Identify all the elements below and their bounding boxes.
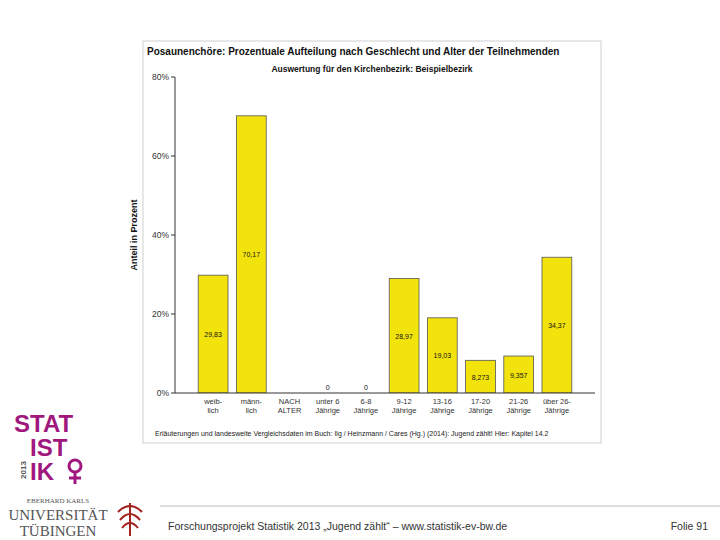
y-tick-label: 20% xyxy=(152,309,169,319)
y-axis xyxy=(175,77,176,393)
x-tick-label: NACHALTER xyxy=(278,397,302,415)
data-label: 29,83 xyxy=(204,331,222,338)
x-tick-label: männ-lich xyxy=(241,397,263,415)
bar xyxy=(466,360,496,393)
x-tick-label-line: Jährige xyxy=(354,406,379,415)
data-label: 9,357 xyxy=(510,372,528,379)
y-tick-label: 0% xyxy=(157,388,170,398)
slide: Posaunenchöre: Prozentuale Aufteilung na… xyxy=(0,0,720,540)
x-tick-label-line: unter 6 xyxy=(316,397,339,406)
x-tick-label: 21-26Jährige xyxy=(506,397,531,415)
logo-text: IST xyxy=(30,434,68,461)
data-label: 19,03 xyxy=(434,352,452,359)
x-tick-label-line: Jährige xyxy=(430,406,455,415)
x-tick-label: 17-20Jährige xyxy=(468,397,493,415)
y-tick xyxy=(171,156,175,157)
y-tick-label: 60% xyxy=(152,151,169,161)
bar xyxy=(236,116,266,393)
y-tick xyxy=(171,393,175,394)
page-number: Folie 91 xyxy=(671,520,709,532)
x-tick-label: 13-16Jährige xyxy=(430,397,455,415)
x-tick-label-line: 6-8 xyxy=(360,397,371,406)
logo-text: IK xyxy=(30,458,55,485)
logo-icon xyxy=(69,477,81,480)
bar xyxy=(427,318,457,393)
x-tick-label-line: weib- xyxy=(203,397,222,406)
logo-text: STAT xyxy=(14,410,73,437)
university-text: TÜBINGEN xyxy=(20,523,97,539)
x-tick-label: unter 6Jährige xyxy=(315,397,340,415)
y-axis-label: Anteil in Prozent xyxy=(129,199,139,270)
bar xyxy=(504,356,534,393)
bar xyxy=(542,257,572,393)
x-tick-label-line: NACH xyxy=(279,397,300,406)
data-label: 8,273 xyxy=(472,374,490,381)
x-tick-label-line: lich xyxy=(246,406,257,415)
x-tick-label-line: Jährige xyxy=(315,406,340,415)
seal-part xyxy=(129,503,131,536)
y-tick-label: 40% xyxy=(152,230,169,240)
x-tick-label: über 26-Jährige xyxy=(543,397,571,415)
data-label: 0 xyxy=(326,384,330,391)
x-axis xyxy=(175,393,595,394)
x-tick-label-line: 13-16 xyxy=(433,397,452,406)
subtitle: Auswertung für den Kirchenbezirk: Beispi… xyxy=(271,64,472,74)
data-label: 28,97 xyxy=(395,333,413,340)
bar xyxy=(389,279,419,393)
x-tick-label-line: 17-20 xyxy=(471,397,490,406)
x-tick-label-line: Jährige xyxy=(392,406,417,415)
logo-icon xyxy=(69,460,81,472)
title: Posaunenchöre: Prozentuale Aufteilung na… xyxy=(147,46,559,57)
x-tick-label-line: 21-26 xyxy=(509,397,528,406)
footer-text: Forschungsprojekt Statistik 2013 „Jugend… xyxy=(168,520,507,532)
seal-part xyxy=(118,506,142,528)
x-tick-label: weib-lich xyxy=(203,397,222,415)
y-tick xyxy=(171,77,175,78)
university-text: UNIVERSITÄT xyxy=(8,507,107,523)
x-tick-label-line: ALTER xyxy=(278,406,302,415)
x-tick-label-line: Jährige xyxy=(468,406,493,415)
university-seal xyxy=(118,503,142,536)
data-label: 34,37 xyxy=(548,322,566,329)
y-tick xyxy=(171,235,175,236)
data-label: 0 xyxy=(364,384,368,391)
chart-frame xyxy=(143,41,601,443)
bar xyxy=(198,275,228,393)
footer-rule xyxy=(160,506,720,507)
x-tick-label-line: lich xyxy=(207,406,218,415)
university-text: EBERHARD KARLS xyxy=(27,497,90,505)
data-label: 70,17 xyxy=(243,251,261,258)
x-tick-label-line: 9-12 xyxy=(397,397,412,406)
bars xyxy=(198,116,572,393)
logo-year: 2013 xyxy=(19,461,28,479)
x-tick-label-line: über 26- xyxy=(543,397,571,406)
x-tick-label-line: Jährige xyxy=(545,406,570,415)
x-tick-label-line: männ- xyxy=(241,397,263,406)
y-tick xyxy=(171,314,175,315)
x-tick-label-line: Jährige xyxy=(506,406,531,415)
x-tick-label: 9-12Jährige xyxy=(392,397,417,415)
note: Erläuterungen und landesweite Vergleichs… xyxy=(155,430,548,438)
x-tick-label: 6-8Jährige xyxy=(354,397,379,415)
y-tick-label: 80% xyxy=(152,72,169,82)
